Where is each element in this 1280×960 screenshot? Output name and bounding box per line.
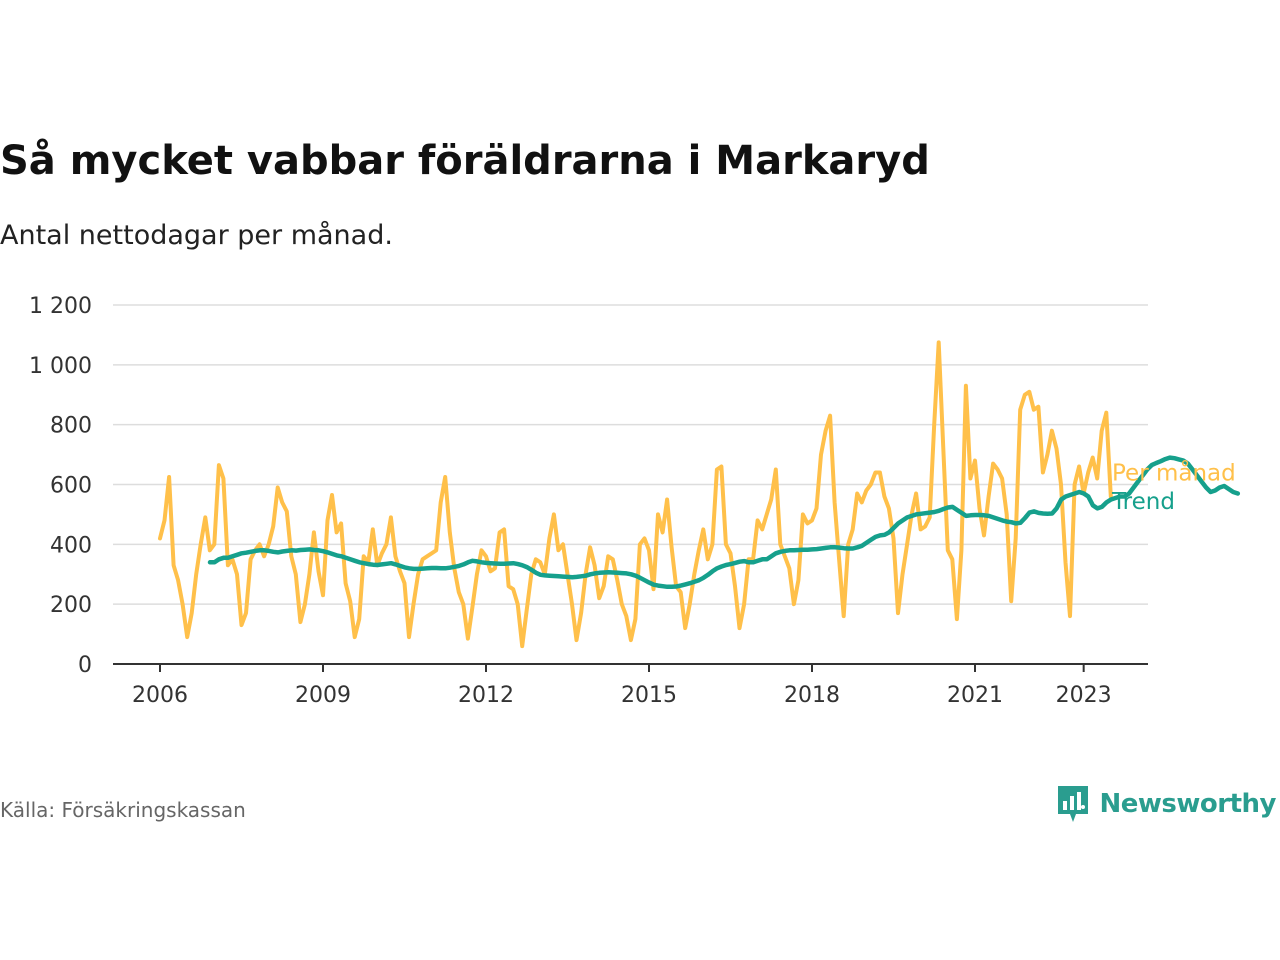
x-tick-label: 2009 — [295, 683, 351, 708]
series-line-trend — [207, 455, 1241, 590]
legend-label-per-manad: Per månad — [1112, 459, 1236, 487]
series-line-per-manad — [158, 340, 1113, 649]
y-tick-label: 200 — [50, 593, 92, 618]
line-chart: 0 200 400 600 800 1 000 1 200 2006 2009 2012 2015… — [29, 294, 1241, 708]
y-tick-label: 1 200 — [29, 294, 92, 319]
series-lines — [158, 340, 1241, 649]
y-gridlines — [113, 304, 1148, 605]
brand-logo[interactable]: Newsworthy — [1056, 784, 1277, 824]
y-tick-label: 1 000 — [29, 354, 92, 379]
x-tick-label: 2023 — [1056, 683, 1112, 708]
x-axis: 2006 2009 2012 2015 2018 2021 2023 — [113, 663, 1148, 708]
y-axis-ticks: 0 200 400 600 800 1 000 1 200 — [29, 294, 92, 678]
source-note: Källa: Försäkringskassan — [0, 798, 246, 822]
x-tick-label: 2021 — [947, 683, 1003, 708]
y-tick-label: 600 — [50, 474, 92, 499]
x-tick-label: 2006 — [132, 683, 188, 708]
y-tick-label: 0 — [78, 653, 92, 678]
newsworthy-logo-icon — [1057, 786, 1088, 822]
y-tick-label: 800 — [50, 414, 92, 439]
x-tick-label: 2018 — [784, 683, 840, 708]
legend-label-trend: Trend — [1111, 489, 1175, 515]
chart-title: Så mycket vabbar föräldrarna i Markaryd — [0, 138, 930, 184]
y-tick-label: 400 — [50, 533, 92, 558]
chart-subtitle: Antal nettodagar per månad. — [0, 220, 393, 251]
brand-name: Newsworthy — [1099, 789, 1277, 819]
x-tick-label: 2012 — [458, 683, 514, 708]
x-tick-label: 2015 — [621, 683, 677, 708]
